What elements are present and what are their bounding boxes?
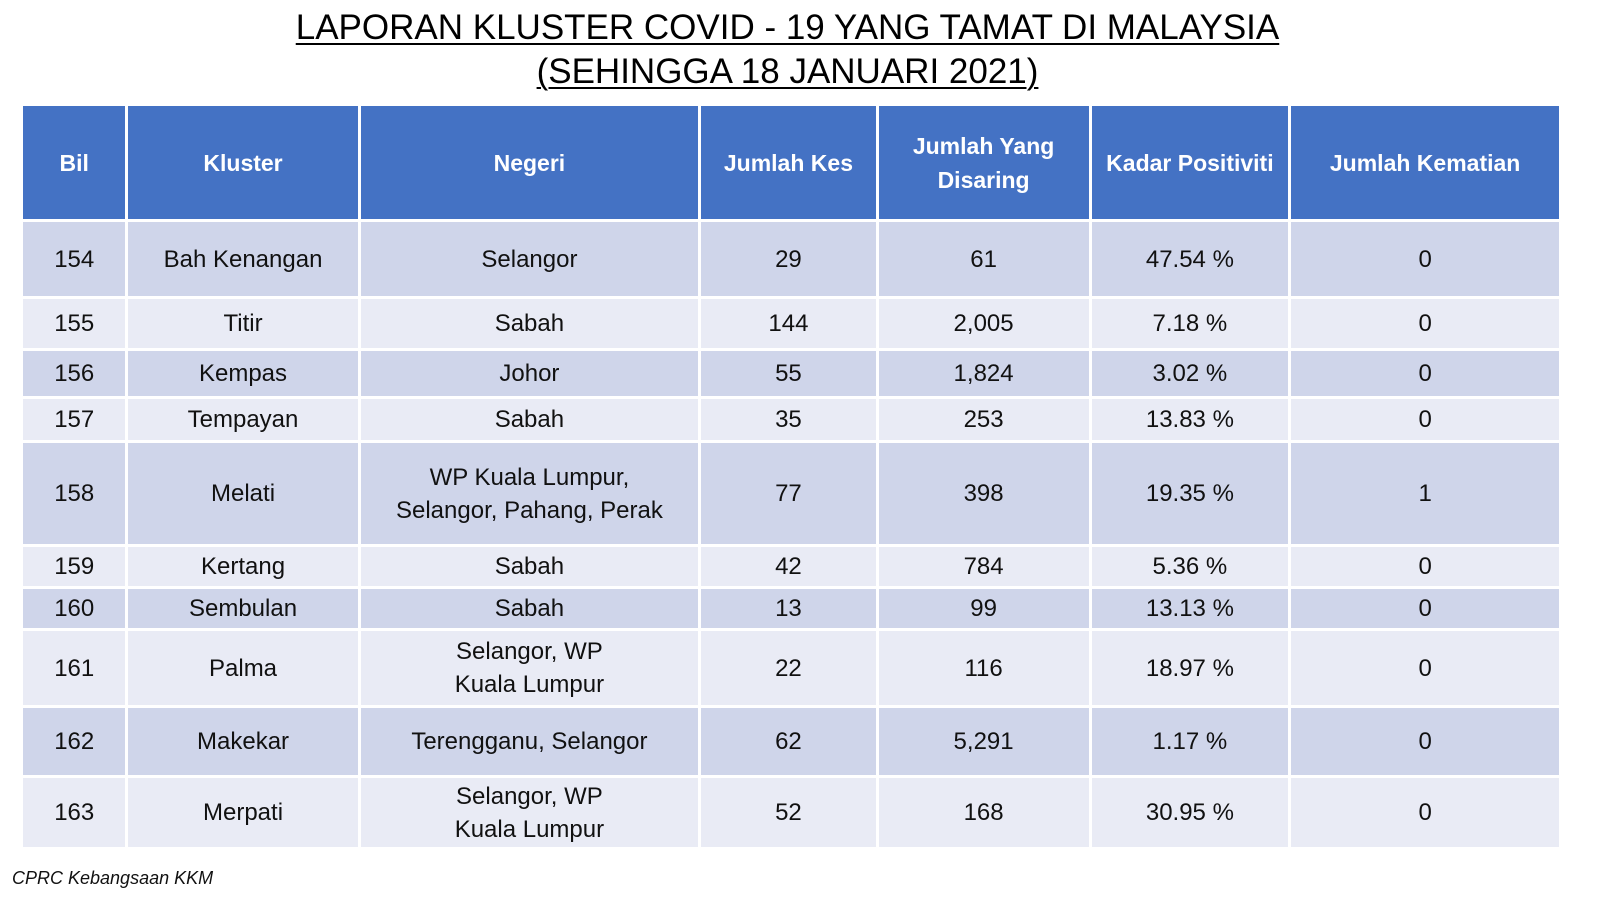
cell-kadar-positiviti: 13.83 %	[1088, 396, 1292, 443]
header-jumlah-kematian: Jumlah Kematian	[1288, 103, 1562, 222]
table-row: 160 Sembulan Sabah 13 99 13.13 % 0	[19, 586, 1562, 631]
table-row: 156 Kempas Johor 55 1,824 3.02 % 0	[19, 348, 1562, 399]
header-negeri: Negeri	[357, 103, 702, 222]
cell-kluster: Kempas	[125, 348, 361, 399]
cell-jumlah-kematian: 1	[1288, 440, 1562, 547]
cell-jumlah-disaring: 99	[875, 586, 1092, 631]
table-row: 157 Tempayan Sabah 35 253 13.83 % 0	[19, 396, 1562, 443]
cell-jumlah-kes: 77	[698, 440, 879, 547]
cell-kluster: Palma	[125, 628, 361, 708]
cell-jumlah-kematian: 0	[1288, 775, 1562, 850]
cell-kadar-positiviti: 18.97 %	[1088, 628, 1292, 708]
cell-kluster: Makekar	[125, 705, 361, 778]
cell-jumlah-kematian: 0	[1288, 586, 1562, 631]
source-note: CPRC Kebangsaan KKM	[12, 868, 214, 888]
cell-bil: 160	[19, 586, 129, 631]
table-row: 163 Merpati Selangor, WP Kuala Lumpur 52…	[19, 775, 1562, 850]
cell-jumlah-disaring: 5,291	[875, 705, 1092, 778]
cell-negeri: Terengganu, Selangor	[357, 705, 702, 778]
cell-jumlah-disaring: 116	[875, 628, 1092, 708]
cell-negeri: Sabah	[357, 544, 702, 589]
cell-negeri: Sabah	[357, 586, 702, 631]
cell-kadar-positiviti: 30.95 %	[1088, 775, 1292, 850]
cell-jumlah-disaring: 2,005	[875, 296, 1092, 351]
cell-kluster: Melati	[125, 440, 361, 547]
cell-jumlah-kematian: 0	[1288, 628, 1562, 708]
table-row: 159 Kertang Sabah 42 784 5.36 % 0	[19, 544, 1562, 589]
cell-kluster: Titir	[125, 296, 361, 351]
cell-negeri: Selangor, WP Kuala Lumpur	[357, 628, 702, 708]
cell-kadar-positiviti: 3.02 %	[1088, 348, 1292, 399]
cell-bil: 163	[19, 775, 129, 850]
cell-kadar-positiviti: 7.18 %	[1088, 296, 1292, 351]
cell-bil: 154	[19, 219, 129, 299]
table-row: 162 Makekar Terengganu, Selangor 62 5,29…	[19, 705, 1562, 778]
header-jumlah-kes: Jumlah Kes	[698, 103, 879, 222]
cell-kadar-positiviti: 19.35 %	[1088, 440, 1292, 547]
table-row: 161 Palma Selangor, WP Kuala Lumpur 22 1…	[19, 628, 1562, 708]
cell-kluster: Sembulan	[125, 586, 361, 631]
cell-bil: 159	[19, 544, 129, 589]
cell-negeri: Sabah	[357, 396, 702, 443]
cell-jumlah-kematian: 0	[1288, 219, 1562, 299]
report-title: LAPORAN KLUSTER COVID - 19 YANG TAMAT DI…	[0, 6, 1575, 94]
cell-jumlah-disaring: 784	[875, 544, 1092, 589]
cell-kluster: Merpati	[125, 775, 361, 850]
cell-jumlah-disaring: 253	[875, 396, 1092, 443]
table-row: 155 Titir Sabah 144 2,005 7.18 % 0	[19, 296, 1562, 351]
cell-bil: 162	[19, 705, 129, 778]
title-line-2: (SEHINGGA 18 JANUARI 2021)	[536, 52, 1039, 91]
cell-jumlah-kes: 22	[698, 628, 879, 708]
cell-jumlah-disaring: 398	[875, 440, 1092, 547]
cell-jumlah-disaring: 61	[875, 219, 1092, 299]
cell-jumlah-kes: 42	[698, 544, 879, 589]
cell-bil: 155	[19, 296, 129, 351]
cell-jumlah-kematian: 0	[1288, 544, 1562, 589]
header-kluster: Kluster	[125, 103, 361, 222]
title-line-1: LAPORAN KLUSTER COVID - 19 YANG TAMAT DI…	[295, 8, 1280, 47]
cell-negeri: WP Kuala Lumpur, Selangor, Pahang, Perak	[357, 440, 702, 547]
cell-kadar-positiviti: 47.54 %	[1088, 219, 1292, 299]
cell-jumlah-kematian: 0	[1288, 348, 1562, 399]
table-row: 158 Melati WP Kuala Lumpur, Selangor, Pa…	[19, 440, 1562, 547]
cell-bil: 157	[19, 396, 129, 443]
header-kadar-positiviti: Kadar Positiviti	[1088, 103, 1292, 222]
cluster-table: Bil Kluster Negeri Jumlah Kes Jumlah Yan…	[19, 103, 1562, 850]
cell-kadar-positiviti: 13.13 %	[1088, 586, 1292, 631]
cell-jumlah-kes: 52	[698, 775, 879, 850]
cell-bil: 158	[19, 440, 129, 547]
cell-kluster: Bah Kenangan	[125, 219, 361, 299]
cell-negeri: Johor	[357, 348, 702, 399]
cell-negeri: Selangor, WP Kuala Lumpur	[357, 775, 702, 850]
cell-jumlah-kes: 29	[698, 219, 879, 299]
cell-jumlah-kes: 62	[698, 705, 879, 778]
cell-jumlah-disaring: 168	[875, 775, 1092, 850]
cell-jumlah-kes: 35	[698, 396, 879, 443]
cell-jumlah-kes: 13	[698, 586, 879, 631]
table-header-row: Bil Kluster Negeri Jumlah Kes Jumlah Yan…	[19, 103, 1562, 222]
cell-jumlah-disaring: 1,824	[875, 348, 1092, 399]
cell-negeri: Selangor	[357, 219, 702, 299]
cell-kluster: Kertang	[125, 544, 361, 589]
header-jumlah-disaring: Jumlah Yang Disaring	[875, 103, 1092, 222]
cell-jumlah-kes: 55	[698, 348, 879, 399]
cell-kadar-positiviti: 5.36 %	[1088, 544, 1292, 589]
cell-kadar-positiviti: 1.17 %	[1088, 705, 1292, 778]
cell-bil: 161	[19, 628, 129, 708]
cell-jumlah-kematian: 0	[1288, 705, 1562, 778]
cell-jumlah-kematian: 0	[1288, 296, 1562, 351]
cell-kluster: Tempayan	[125, 396, 361, 443]
cell-bil: 156	[19, 348, 129, 399]
cell-jumlah-kes: 144	[698, 296, 879, 351]
cell-negeri: Sabah	[357, 296, 702, 351]
table-row: 154 Bah Kenangan Selangor 29 61 47.54 % …	[19, 219, 1562, 299]
header-bil: Bil	[19, 103, 129, 222]
cell-jumlah-kematian: 0	[1288, 396, 1562, 443]
